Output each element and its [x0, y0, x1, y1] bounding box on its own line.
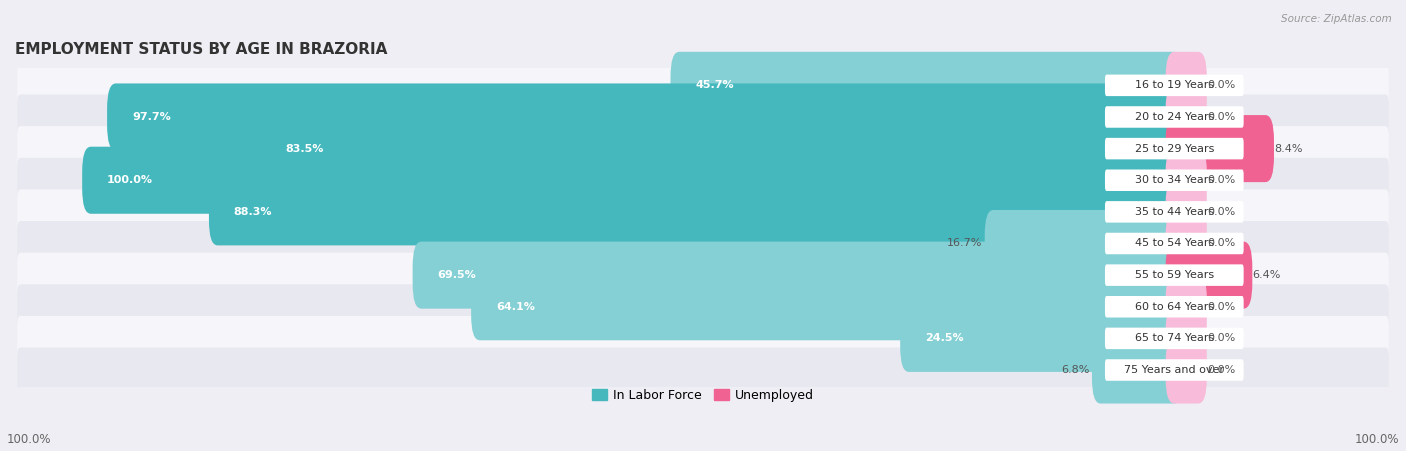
Legend: In Labor Force, Unemployed: In Labor Force, Unemployed — [586, 384, 820, 407]
FancyBboxPatch shape — [1166, 242, 1253, 308]
FancyBboxPatch shape — [17, 95, 1389, 139]
Text: Source: ZipAtlas.com: Source: ZipAtlas.com — [1281, 14, 1392, 23]
FancyBboxPatch shape — [17, 284, 1389, 329]
FancyBboxPatch shape — [1166, 178, 1206, 245]
FancyBboxPatch shape — [209, 178, 1182, 245]
Text: 83.5%: 83.5% — [285, 143, 325, 154]
Text: 0.0%: 0.0% — [1206, 333, 1234, 343]
FancyBboxPatch shape — [412, 242, 1182, 308]
FancyBboxPatch shape — [17, 189, 1389, 235]
FancyBboxPatch shape — [1166, 115, 1274, 182]
Text: 20 to 24 Years: 20 to 24 Years — [1135, 112, 1213, 122]
FancyBboxPatch shape — [17, 221, 1389, 266]
FancyBboxPatch shape — [984, 210, 1182, 277]
Text: 100.0%: 100.0% — [107, 175, 153, 185]
Text: 0.0%: 0.0% — [1206, 302, 1234, 312]
Text: 0.0%: 0.0% — [1206, 80, 1234, 90]
Text: 64.1%: 64.1% — [496, 302, 534, 312]
FancyBboxPatch shape — [17, 316, 1389, 361]
Text: 60 to 64 Years: 60 to 64 Years — [1135, 302, 1213, 312]
FancyBboxPatch shape — [671, 52, 1182, 119]
FancyBboxPatch shape — [17, 63, 1389, 108]
FancyBboxPatch shape — [1166, 273, 1206, 341]
Text: 0.0%: 0.0% — [1206, 175, 1234, 185]
Text: 25 to 29 Years: 25 to 29 Years — [1135, 143, 1213, 154]
Text: 100.0%: 100.0% — [7, 433, 52, 446]
Text: 24.5%: 24.5% — [925, 333, 963, 343]
FancyBboxPatch shape — [1105, 264, 1244, 286]
FancyBboxPatch shape — [1166, 336, 1206, 404]
Text: 45 to 54 Years: 45 to 54 Years — [1135, 239, 1213, 249]
FancyBboxPatch shape — [1105, 138, 1244, 159]
Text: 97.7%: 97.7% — [132, 112, 170, 122]
FancyBboxPatch shape — [1105, 201, 1244, 223]
Text: 6.8%: 6.8% — [1062, 365, 1090, 375]
Text: 16.7%: 16.7% — [948, 239, 983, 249]
Text: 55 to 59 Years: 55 to 59 Years — [1135, 270, 1213, 280]
Text: 0.0%: 0.0% — [1206, 112, 1234, 122]
FancyBboxPatch shape — [82, 147, 1182, 214]
FancyBboxPatch shape — [1105, 106, 1244, 128]
Text: 0.0%: 0.0% — [1206, 239, 1234, 249]
Text: 8.4%: 8.4% — [1274, 143, 1302, 154]
FancyBboxPatch shape — [1166, 52, 1206, 119]
Text: 88.3%: 88.3% — [233, 207, 273, 217]
FancyBboxPatch shape — [900, 305, 1182, 372]
Text: 6.4%: 6.4% — [1253, 270, 1281, 280]
FancyBboxPatch shape — [1092, 336, 1182, 404]
FancyBboxPatch shape — [262, 115, 1182, 182]
FancyBboxPatch shape — [17, 348, 1389, 392]
FancyBboxPatch shape — [1105, 359, 1244, 381]
Text: 75 Years and over: 75 Years and over — [1125, 365, 1225, 375]
FancyBboxPatch shape — [1105, 170, 1244, 191]
FancyBboxPatch shape — [1166, 147, 1206, 214]
FancyBboxPatch shape — [1166, 210, 1206, 277]
FancyBboxPatch shape — [17, 158, 1389, 202]
Text: 0.0%: 0.0% — [1206, 207, 1234, 217]
Text: 16 to 19 Years: 16 to 19 Years — [1135, 80, 1213, 90]
Text: 0.0%: 0.0% — [1206, 365, 1234, 375]
FancyBboxPatch shape — [1105, 296, 1244, 318]
Text: 45.7%: 45.7% — [696, 80, 734, 90]
FancyBboxPatch shape — [1105, 74, 1244, 96]
FancyBboxPatch shape — [17, 253, 1389, 298]
FancyBboxPatch shape — [471, 273, 1182, 341]
FancyBboxPatch shape — [1166, 83, 1206, 151]
FancyBboxPatch shape — [1105, 233, 1244, 254]
FancyBboxPatch shape — [17, 126, 1389, 171]
Text: 35 to 44 Years: 35 to 44 Years — [1135, 207, 1213, 217]
FancyBboxPatch shape — [1105, 327, 1244, 349]
Text: EMPLOYMENT STATUS BY AGE IN BRAZORIA: EMPLOYMENT STATUS BY AGE IN BRAZORIA — [15, 42, 388, 57]
Text: 30 to 34 Years: 30 to 34 Years — [1135, 175, 1213, 185]
Text: 65 to 74 Years: 65 to 74 Years — [1135, 333, 1213, 343]
FancyBboxPatch shape — [1166, 305, 1206, 372]
Text: 100.0%: 100.0% — [1354, 433, 1399, 446]
FancyBboxPatch shape — [107, 83, 1182, 151]
Text: 69.5%: 69.5% — [437, 270, 477, 280]
